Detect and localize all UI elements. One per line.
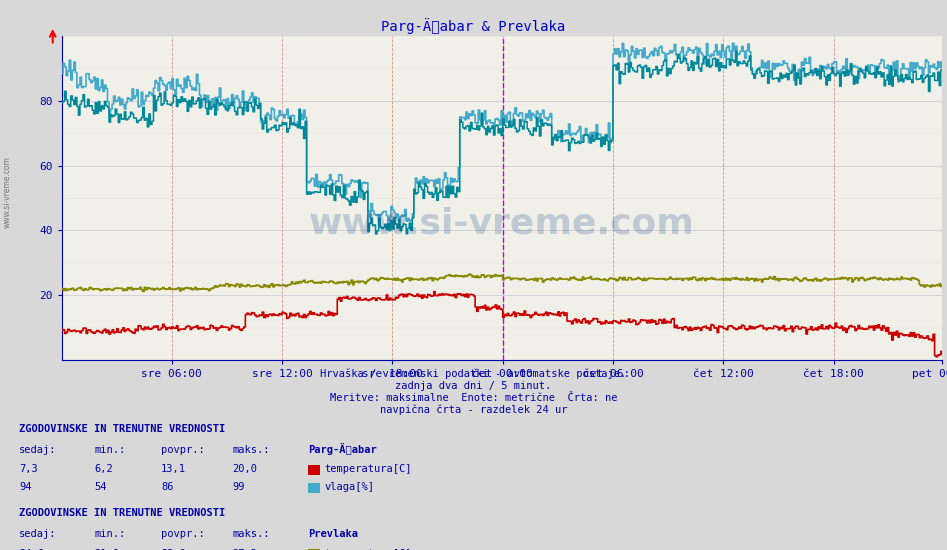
Text: vlaga[%]: vlaga[%]	[325, 482, 375, 492]
Text: 23,9: 23,9	[161, 548, 186, 550]
Text: 6,2: 6,2	[95, 464, 114, 474]
Text: ZGODOVINSKE IN TRENUTNE VREDNOSTI: ZGODOVINSKE IN TRENUTNE VREDNOSTI	[19, 508, 225, 519]
Text: 99: 99	[232, 482, 244, 492]
Text: 54: 54	[95, 482, 107, 492]
Text: 13,1: 13,1	[161, 464, 186, 474]
Text: ZGODOVINSKE IN TRENUTNE VREDNOSTI: ZGODOVINSKE IN TRENUTNE VREDNOSTI	[19, 424, 225, 434]
Text: Meritve: maksimalne  Enote: metrične  Črta: ne: Meritve: maksimalne Enote: metrične Črta…	[330, 393, 617, 403]
Text: Parg-Äabar: Parg-Äabar	[308, 443, 377, 455]
Text: www.si-vreme.com: www.si-vreme.com	[3, 157, 12, 228]
Text: Parg-Äabar & Prevlaka: Parg-Äabar & Prevlaka	[382, 18, 565, 34]
Text: zadnja dva dni / 5 minut.: zadnja dva dni / 5 minut.	[396, 381, 551, 390]
Text: povpr.:: povpr.:	[161, 529, 205, 540]
Text: 24,6: 24,6	[19, 548, 44, 550]
Text: sedaj:: sedaj:	[19, 529, 57, 540]
Text: sedaj:: sedaj:	[19, 444, 57, 455]
Text: www.si-vreme.com: www.si-vreme.com	[309, 207, 695, 241]
Text: 27,3: 27,3	[232, 548, 257, 550]
Text: 94: 94	[19, 482, 31, 492]
Text: min.:: min.:	[95, 444, 126, 455]
Text: temperatura[C]: temperatura[C]	[325, 464, 412, 474]
Text: 21,0: 21,0	[95, 548, 119, 550]
Text: navpična črta - razdelek 24 ur: navpična črta - razdelek 24 ur	[380, 405, 567, 415]
Text: Prevlaka: Prevlaka	[308, 529, 358, 540]
Text: maks.:: maks.:	[232, 444, 270, 455]
Text: min.:: min.:	[95, 529, 126, 540]
Text: 86: 86	[161, 482, 173, 492]
Text: temperatura[C]: temperatura[C]	[325, 548, 412, 550]
Text: Hrvaška / vremenski podatki - avtomatske postaje.: Hrvaška / vremenski podatki - avtomatske…	[320, 368, 627, 379]
Text: povpr.:: povpr.:	[161, 444, 205, 455]
Text: 7,3: 7,3	[19, 464, 38, 474]
Text: maks.:: maks.:	[232, 529, 270, 540]
Text: 20,0: 20,0	[232, 464, 257, 474]
